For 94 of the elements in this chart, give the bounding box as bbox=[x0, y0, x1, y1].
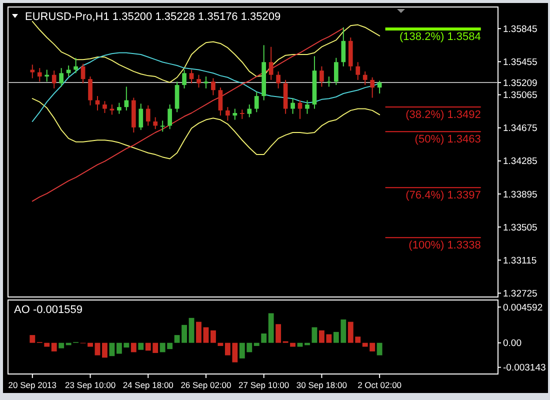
chart-title: EURUSD-Pro,H1 1.35200 1.35228 1.35176 1.35209 bbox=[25, 11, 281, 23]
y-tick-label: 1.35209 bbox=[503, 78, 538, 89]
ref-line-label: (50%) 1.3463 bbox=[414, 134, 481, 146]
bar bbox=[130, 342, 136, 352]
candlestick bbox=[168, 104, 172, 130]
candlestick bbox=[52, 70, 56, 89]
bar bbox=[102, 342, 108, 358]
y-tick-label: 1.35845 bbox=[503, 24, 538, 35]
candlestick bbox=[204, 76, 208, 89]
line-series bbox=[32, 52, 380, 122]
candlestick bbox=[74, 57, 78, 74]
candlestick bbox=[44, 69, 50, 82]
bar bbox=[30, 335, 36, 343]
candlestick bbox=[247, 104, 252, 118]
bar bbox=[88, 342, 93, 347]
x-tick-label: 26 Sep 02:00 bbox=[180, 380, 232, 390]
candlestick bbox=[254, 91, 259, 113]
bar bbox=[312, 327, 318, 343]
candlestick bbox=[174, 81, 180, 113]
candlestick bbox=[160, 120, 165, 132]
candlestick bbox=[146, 104, 150, 126]
candlestick bbox=[298, 100, 302, 120]
bar bbox=[210, 330, 216, 343]
candlestick bbox=[240, 109, 244, 120]
candlestick bbox=[356, 62, 360, 80]
candlestick bbox=[182, 69, 186, 89]
bar bbox=[268, 313, 274, 343]
bar bbox=[276, 324, 282, 343]
candlestick bbox=[211, 78, 216, 96]
x-tick-label: 23 Sep 10:00 bbox=[64, 380, 116, 390]
y-tick-label: 1.35455 bbox=[503, 57, 538, 68]
ref-line-label: (38.2%) 1.3492 bbox=[406, 109, 481, 122]
candlestick bbox=[102, 100, 107, 114]
y-tick-label: 1.32725 bbox=[503, 288, 538, 300]
y-tick-label: 1.35065 bbox=[503, 90, 538, 102]
chart-title: AO -0.001559 bbox=[14, 304, 82, 316]
y-tick-label: 1.33895 bbox=[503, 189, 538, 200]
line-series bbox=[32, 98, 380, 160]
x-tick-label: 24 Sep 18:00 bbox=[122, 380, 174, 390]
y-tick-label: 1.34675 bbox=[503, 123, 538, 134]
candlestick bbox=[362, 70, 368, 86]
candlestick bbox=[59, 68, 64, 88]
candlestick bbox=[320, 66, 324, 88]
candlestick bbox=[226, 106, 230, 122]
y-tick-label: 0.00 bbox=[503, 338, 522, 350]
x-tick-label: 30 Sep 18:00 bbox=[296, 380, 348, 390]
bar bbox=[188, 318, 194, 343]
candlestick bbox=[334, 57, 338, 86]
ref-line-label: (138.2%) 1.3584 bbox=[400, 31, 481, 44]
bar bbox=[218, 342, 224, 346]
candlestick bbox=[37, 68, 42, 82]
candlestick bbox=[30, 64, 35, 79]
bar bbox=[203, 327, 209, 343]
bar bbox=[254, 342, 260, 346]
candlestick bbox=[341, 26, 346, 67]
y-tick-label: 1.33115 bbox=[503, 255, 537, 266]
candlestick bbox=[377, 80, 382, 94]
bar bbox=[51, 342, 57, 352]
x-tick-label: 20 Sep 2013 bbox=[8, 380, 57, 390]
candlestick bbox=[196, 74, 201, 88]
candlestick bbox=[305, 100, 310, 114]
y-tick-label: 1.34285 bbox=[503, 156, 538, 168]
bar bbox=[290, 342, 296, 347]
x-tick-label: 27 Sep 10:00 bbox=[238, 380, 290, 390]
bar bbox=[138, 342, 144, 350]
bar bbox=[44, 342, 50, 347]
line-series bbox=[32, 20, 380, 83]
bar bbox=[376, 342, 382, 356]
ref-line-label: (76.4%) 1.3397 bbox=[406, 190, 481, 202]
y-tick-label: 0.004592 bbox=[503, 302, 543, 314]
bar bbox=[94, 342, 100, 356]
candlestick bbox=[189, 69, 194, 84]
candlestick bbox=[290, 98, 295, 114]
candlestick bbox=[138, 103, 144, 130]
candlestick bbox=[88, 76, 92, 106]
candlestick bbox=[268, 46, 274, 80]
candlestick bbox=[326, 76, 332, 88]
candlestick bbox=[276, 70, 280, 89]
y-tick-label: -0.003143 bbox=[503, 362, 546, 374]
candlestick bbox=[117, 102, 122, 114]
bar bbox=[261, 333, 267, 343]
candlestick bbox=[370, 76, 375, 98]
line-series bbox=[32, 28, 344, 202]
candlestick bbox=[153, 116, 158, 130]
y-tick-label: 1.33505 bbox=[503, 222, 538, 234]
bar bbox=[58, 342, 64, 348]
x-tick-label: 2 Oct 02:00 bbox=[358, 380, 402, 390]
candlestick bbox=[232, 108, 238, 120]
ref-line-label: (100%) 1.3338 bbox=[408, 240, 481, 252]
candlestick bbox=[66, 65, 71, 78]
bar bbox=[109, 342, 115, 356]
candlestick bbox=[80, 63, 86, 84]
candlestick bbox=[218, 87, 223, 116]
bar bbox=[196, 322, 202, 343]
